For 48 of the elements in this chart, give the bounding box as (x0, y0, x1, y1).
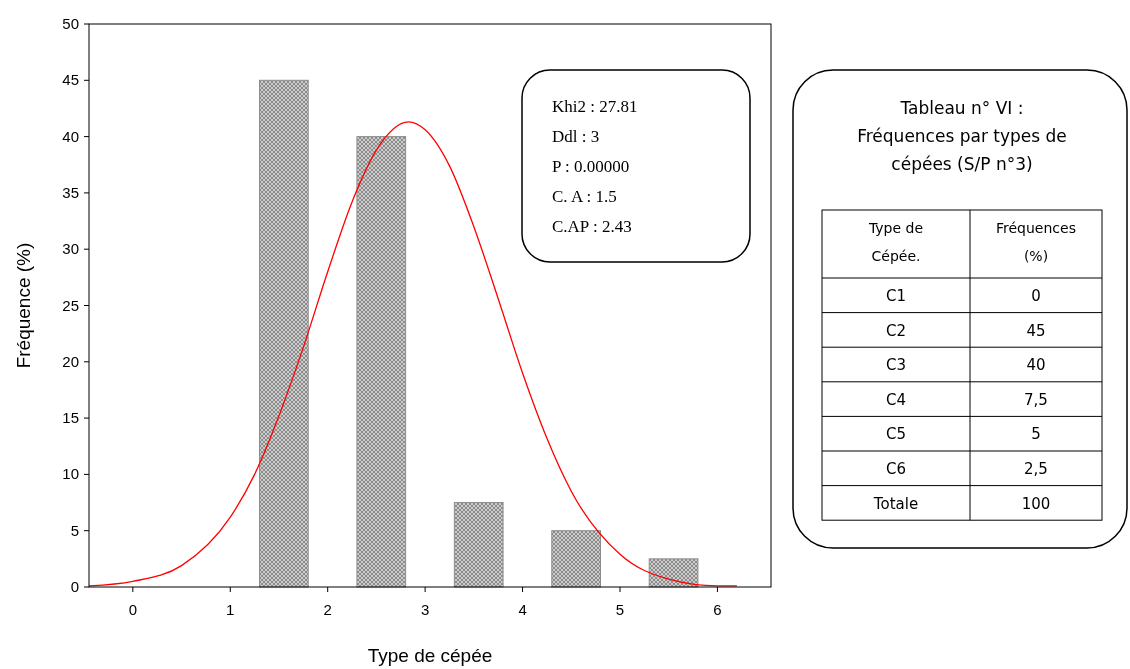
y-tick-label: 5 (70, 521, 79, 539)
annotation: Ddl : 3 (552, 127, 600, 146)
text: 7,5 (1024, 390, 1048, 409)
y-tick-label: 45 (62, 71, 79, 89)
y-axis-title: Fréquence (%) (13, 242, 34, 369)
category-label: C5 (885, 425, 907, 444)
annotation: P : 0.00000 (552, 157, 630, 176)
text: 45 (1026, 321, 1046, 340)
x-tick-label: 1 (226, 601, 235, 618)
category-label: Totale (872, 494, 919, 513)
line-series (88, 121, 738, 587)
category-label: C1 (885, 287, 907, 305)
x-tick-label: 4 (518, 601, 527, 618)
text: Fréquences (%) (996, 220, 1076, 264)
y-tick-label: 50 (62, 15, 79, 32)
y-tick-label: 10 (62, 465, 79, 483)
bar (551, 530, 601, 588)
annotation: Khi2 : 27.81 (552, 97, 638, 116)
category-label: C4 (885, 390, 907, 409)
annotation: C. A : 1.5 (552, 187, 617, 206)
text: Tableau n° VI : Fréquences par types de cépées (S/P n°3) (857, 98, 1067, 174)
y-tick-label: 25 (62, 296, 79, 314)
y-tick-label: 40 (62, 127, 79, 145)
bar (648, 558, 699, 588)
y-tick-label: 35 (62, 183, 79, 201)
category-label: C3 (885, 356, 907, 375)
x-tick-label: 2 (323, 601, 332, 618)
y-tick-label: 0 (70, 578, 79, 595)
y-tick-label: 15 (62, 409, 79, 427)
text: Type de Cépée. (867, 220, 924, 264)
text: 2,5 (1024, 460, 1048, 478)
text: 100 (1021, 494, 1051, 513)
annotation: C.AP : 2.43 (552, 217, 632, 236)
y-tick-label: 20 (62, 352, 79, 370)
x-tick-label: 3 (420, 601, 430, 618)
category-label: C6 (885, 460, 907, 478)
text: 40 (1026, 356, 1046, 375)
bar (259, 79, 309, 588)
bar (453, 502, 504, 588)
text: 5 (1031, 425, 1041, 444)
category-label: C2 (885, 321, 907, 340)
x-tick-label: 6 (713, 601, 722, 618)
bar (356, 136, 407, 588)
x-tick-label: 0 (128, 601, 138, 618)
x-axis-title: Type de cépée (367, 645, 493, 666)
x-tick-label: 5 (615, 601, 625, 618)
text: 0 (1031, 287, 1041, 305)
y-tick-label: 30 (62, 240, 79, 258)
